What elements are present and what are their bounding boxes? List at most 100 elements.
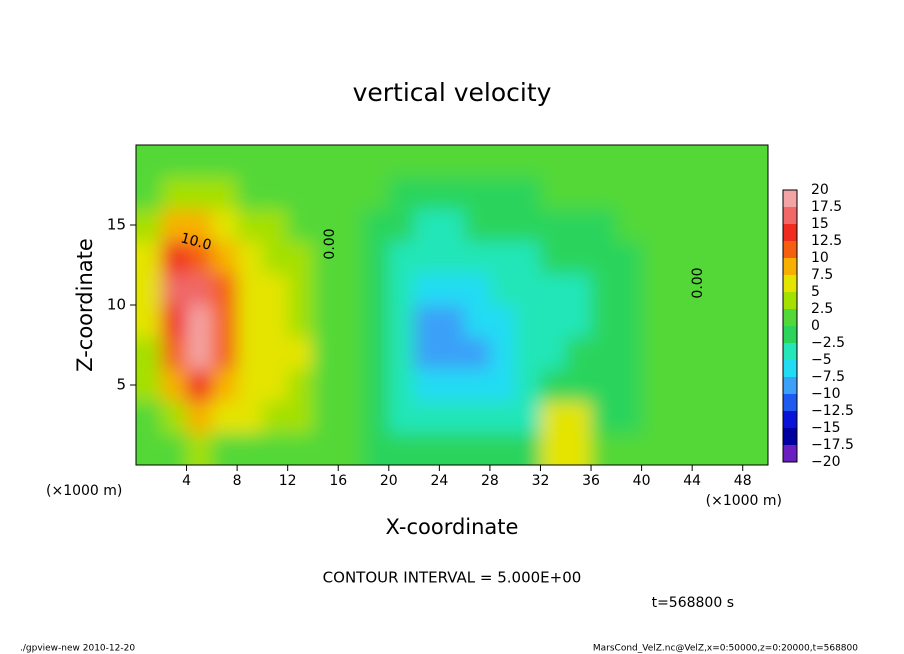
- field-cell: [287, 305, 314, 338]
- colorbar-label: −17.5: [811, 437, 854, 453]
- field-cell: [338, 305, 365, 338]
- y-tick-label: 5: [116, 376, 126, 394]
- colorbar-swatch: [783, 445, 797, 462]
- field-cell: [464, 209, 491, 242]
- field-cell: [211, 305, 238, 338]
- field-cell: [414, 401, 440, 434]
- field-cell: [312, 305, 339, 338]
- field-cell: [136, 433, 162, 465]
- field-cell: [363, 305, 390, 338]
- colorbar-label: 12.5: [811, 233, 842, 249]
- field-cell: [363, 177, 390, 210]
- field-cell: [515, 145, 541, 178]
- contour-label: 10.0: [179, 230, 213, 254]
- field-cell: [287, 273, 314, 306]
- field-cell: [464, 241, 491, 274]
- field-cell: [692, 401, 718, 434]
- field-cell: [641, 433, 668, 465]
- field-cell: [565, 209, 592, 242]
- colorbar-swatch: [783, 394, 797, 411]
- field-cell: [641, 369, 668, 402]
- field-cell: [287, 433, 314, 465]
- field-cell: [464, 401, 491, 434]
- chart-title: vertical velocity: [353, 78, 552, 107]
- field-cell: [515, 369, 541, 402]
- field-cell: [287, 241, 314, 274]
- field-cell: [136, 337, 162, 370]
- field-cell: [591, 401, 617, 434]
- field-cell: [717, 241, 744, 274]
- field-cell: [186, 401, 213, 434]
- field-cell: [211, 241, 238, 274]
- colorbar-label: 7.5: [811, 267, 833, 283]
- field-cell: [692, 369, 718, 402]
- colorbar-label: −2.5: [811, 335, 845, 351]
- colorbar-frame: [782, 189, 798, 463]
- field-cell: [692, 305, 718, 338]
- field-cell: [641, 209, 668, 242]
- x-tick-label: 12: [279, 473, 297, 489]
- field-cell: [338, 369, 365, 402]
- field-cell: [717, 273, 744, 306]
- field-cell: [262, 177, 289, 210]
- field-cell: [591, 145, 617, 178]
- field-cell: [540, 209, 567, 242]
- field-cell: [515, 337, 541, 370]
- field-cell: [237, 337, 263, 370]
- x-tick-label: 48: [734, 473, 752, 489]
- field-cell: [540, 433, 567, 465]
- field-cell: [641, 305, 668, 338]
- field-cell: [717, 401, 744, 434]
- field-cell: [161, 433, 188, 465]
- field-cell: [616, 241, 643, 274]
- field-cell: [186, 241, 213, 274]
- field-cell: [287, 145, 314, 178]
- colorbar-label: −10: [811, 386, 841, 402]
- field-cell: [287, 177, 314, 210]
- field-cell: [515, 209, 541, 242]
- field-cell: [161, 273, 188, 306]
- x-tick-label: 4: [182, 473, 191, 489]
- footer-right: MarsCond_VelZ.nc@VelZ,x=0:50000,z=0:2000…: [593, 644, 858, 654]
- colorbar-label: 15: [811, 216, 829, 232]
- field-cell: [742, 145, 768, 178]
- field-cell: [363, 433, 390, 465]
- field-cell: [414, 177, 440, 210]
- field-cell: [540, 177, 567, 210]
- y-axis-label: Z-coordinate: [73, 238, 97, 372]
- colorbar-label: 5: [811, 284, 820, 300]
- field-cell: [414, 209, 440, 242]
- field-cell: [287, 401, 314, 434]
- field-cell: [489, 241, 516, 274]
- field-cell: [237, 145, 263, 178]
- field-cell: [692, 177, 718, 210]
- field-cell: [312, 241, 339, 274]
- field-cell: [439, 369, 466, 402]
- field-cell: [616, 177, 643, 210]
- colorbar-swatch: [783, 258, 797, 275]
- field-cell: [591, 337, 617, 370]
- field-cell: [489, 401, 516, 434]
- field-cell: [515, 241, 541, 274]
- field-cell: [136, 145, 162, 178]
- field-cell: [136, 241, 162, 274]
- field-cell: [565, 145, 592, 178]
- colorbar-swatch: [783, 275, 797, 292]
- field-cell: [591, 241, 617, 274]
- field-cell: [211, 433, 238, 465]
- field-cell: [186, 145, 213, 178]
- field-cell: [616, 273, 643, 306]
- field-cell: [388, 305, 415, 338]
- field-cell: [591, 305, 617, 338]
- colorbar-label: 20: [811, 182, 829, 198]
- field-cell: [616, 337, 643, 370]
- field-cell: [641, 241, 668, 274]
- field-cell: [414, 369, 440, 402]
- colorbar-label: −5: [811, 352, 832, 368]
- field-cell: [312, 433, 339, 465]
- field-cell: [262, 433, 289, 465]
- field-cell: [237, 401, 263, 434]
- field-cell: [692, 209, 718, 242]
- field-cell: [464, 177, 491, 210]
